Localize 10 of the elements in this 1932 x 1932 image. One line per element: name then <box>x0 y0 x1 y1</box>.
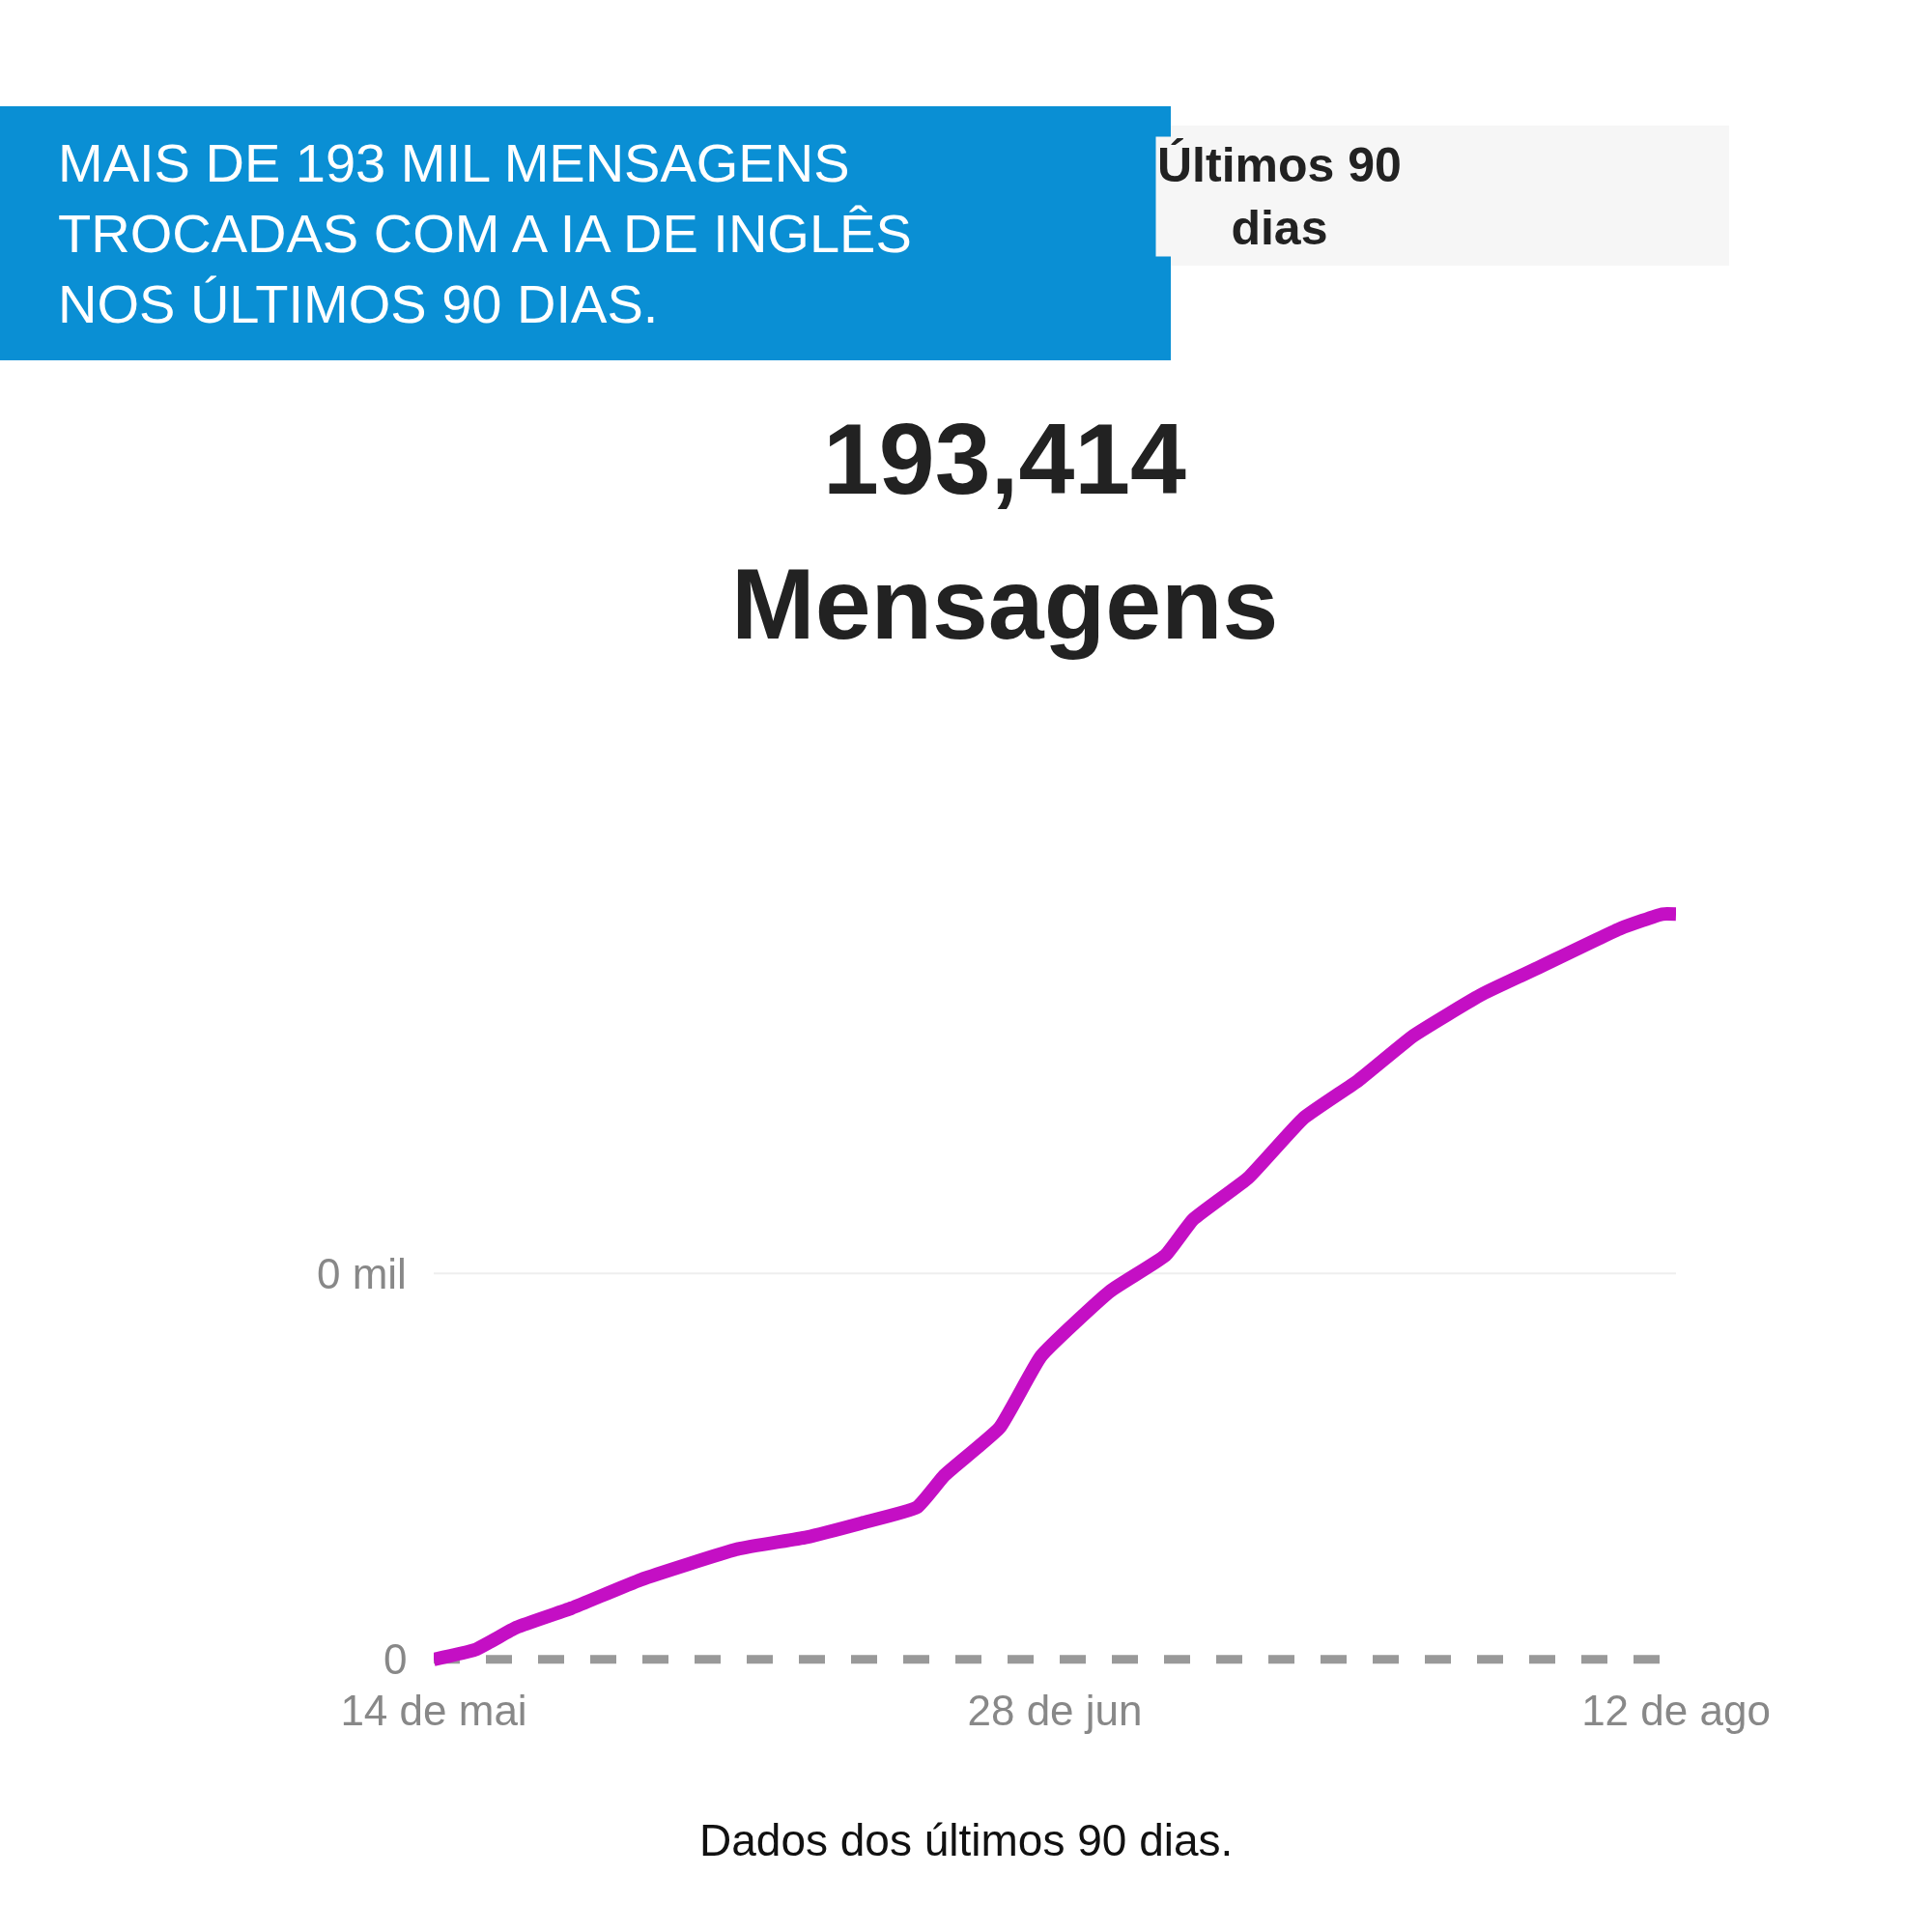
x-tick-label: 14 de mai <box>340 1687 527 1734</box>
text: Últimos 90 dias <box>1157 138 1402 255</box>
ref-line-label: 0 <box>384 1635 408 1683</box>
x-tick-label: 12 de ago <box>1581 1687 1771 1734</box>
x-tick-label: 28 de jun <box>967 1687 1143 1734</box>
chart-subtitle: Mensagens <box>731 548 1279 660</box>
text: Dados dos últimos 90 dias. <box>699 1815 1234 1865</box>
chart-title: 193,414 <box>823 403 1187 515</box>
text: MAIS DE 193 MIL MENSAGENS TROCADAS COM A IA DE INGLÊS NOS ÚLTIMOS 90 DIAS. <box>58 132 912 334</box>
ref-line-label: 0 mil <box>317 1250 407 1297</box>
